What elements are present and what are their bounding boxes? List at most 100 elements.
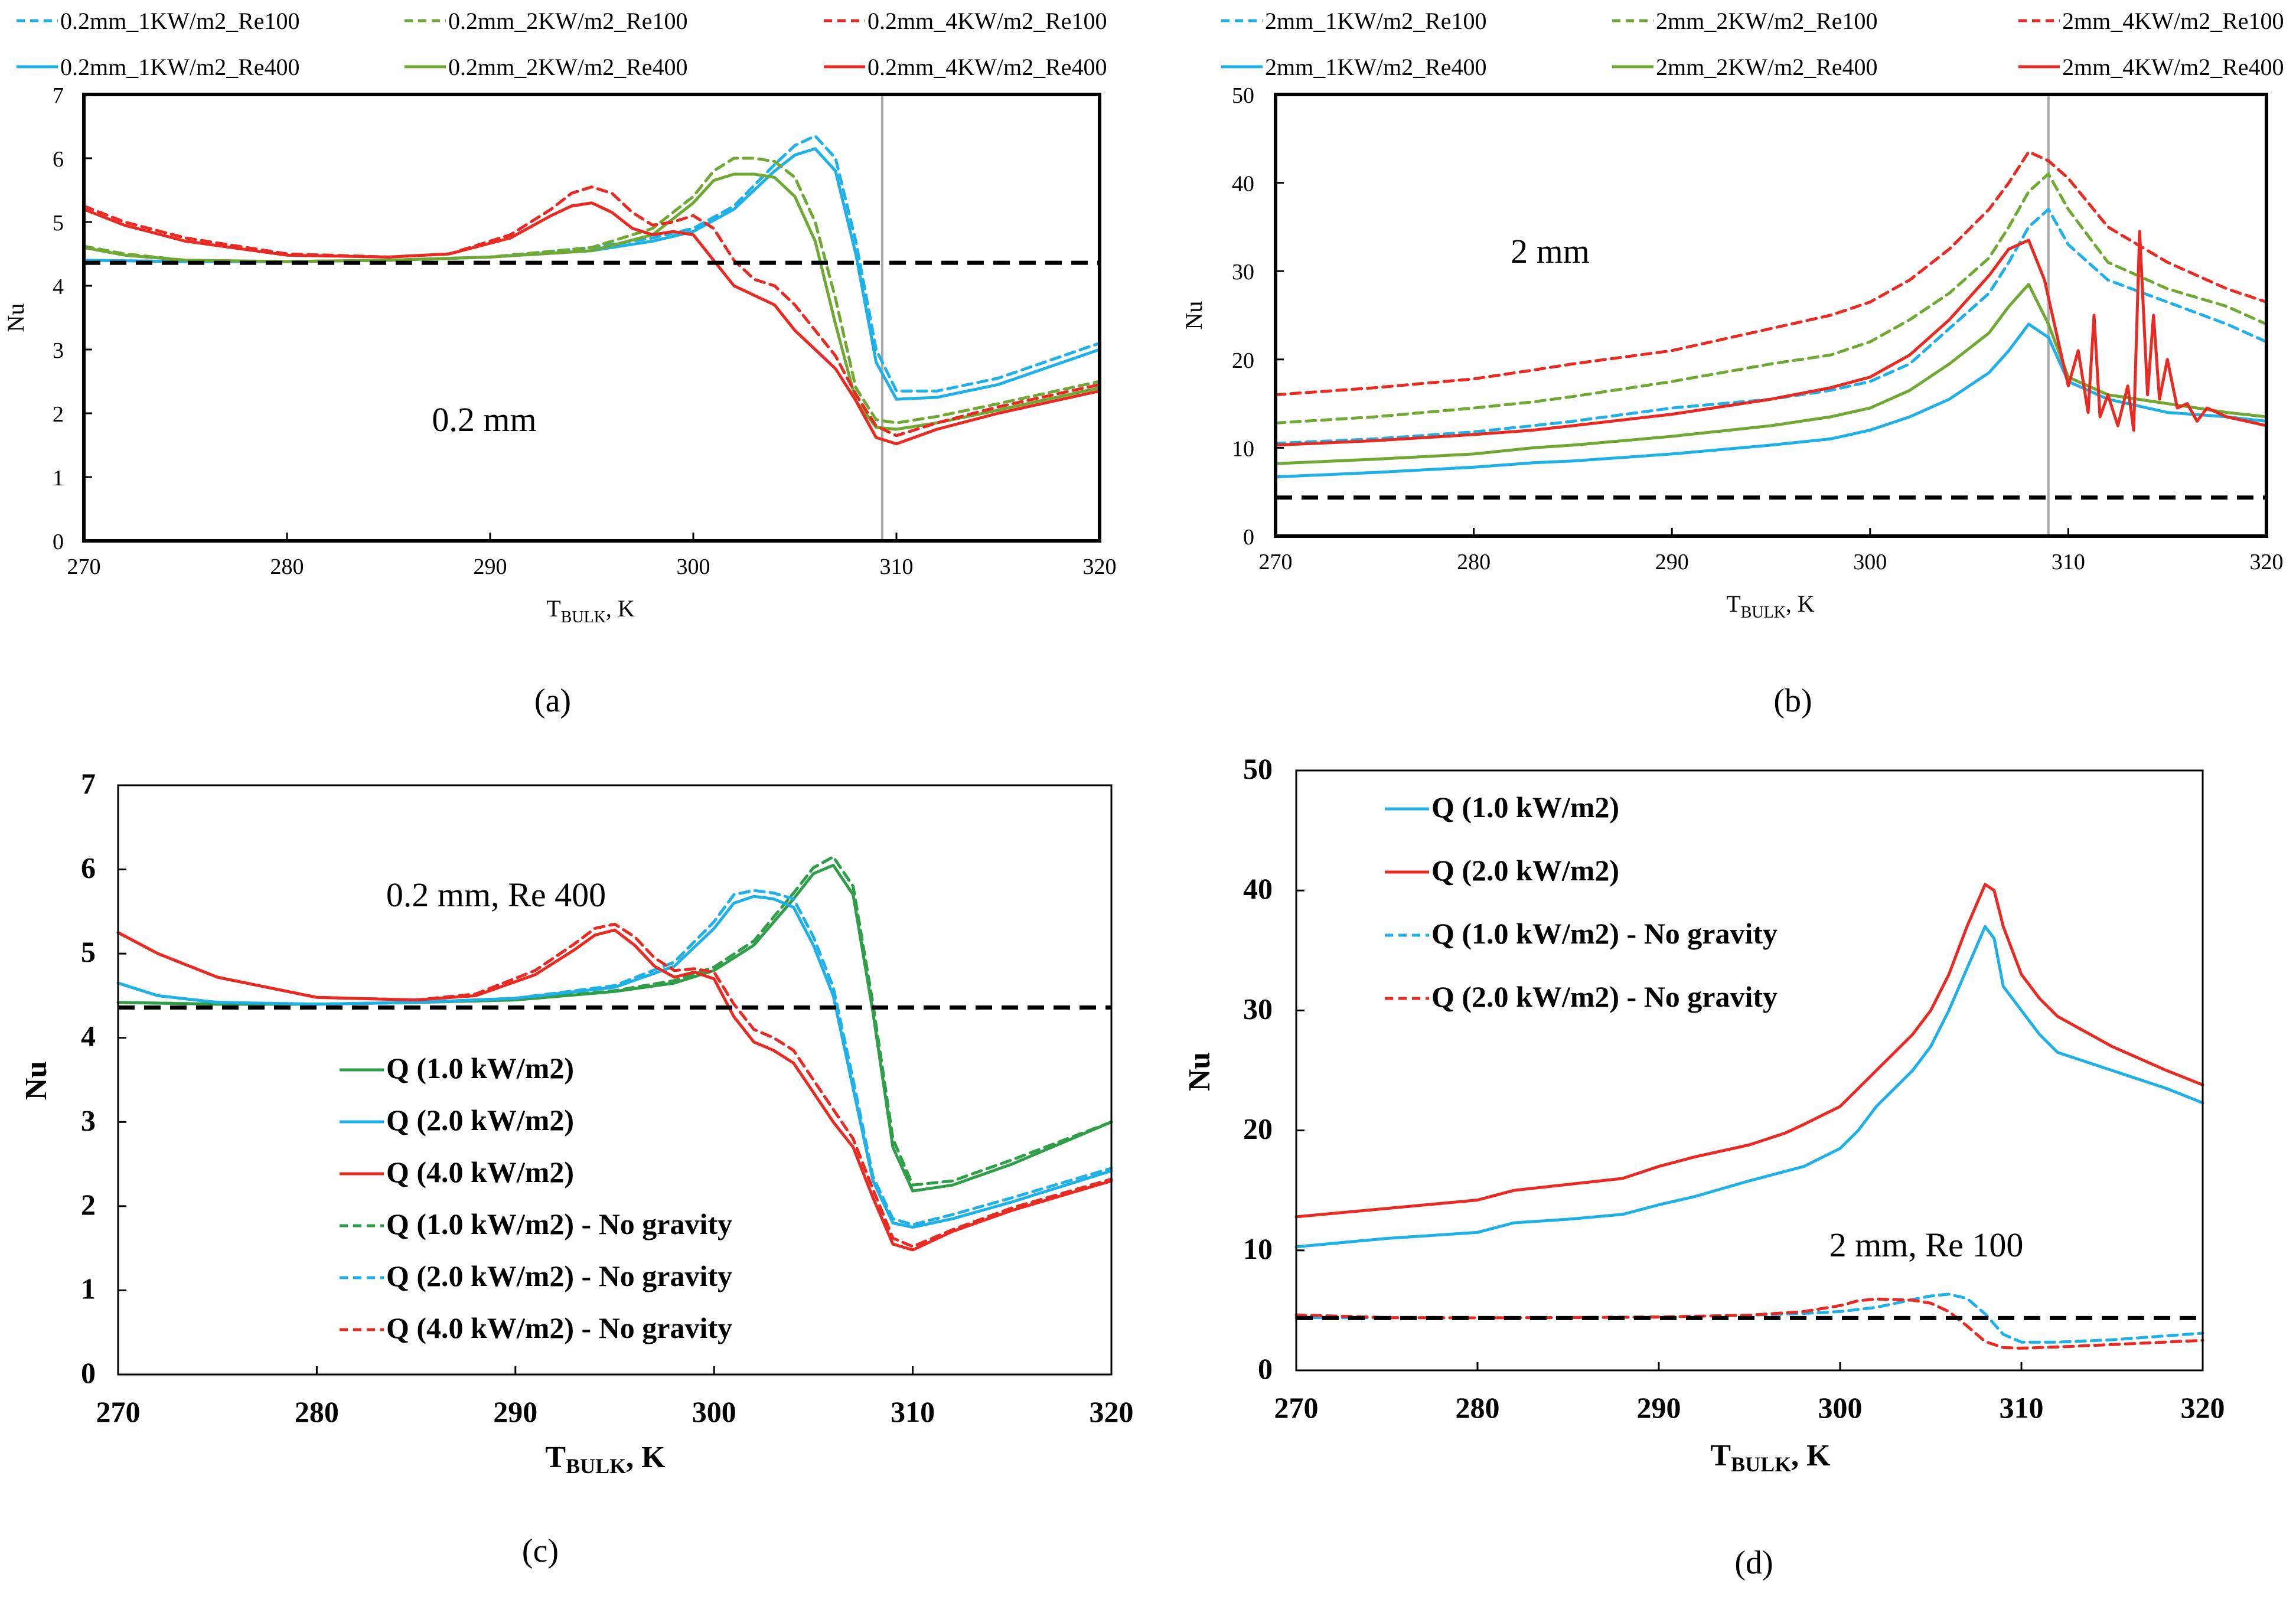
y-tick-label: 7 <box>81 767 96 800</box>
series-line-a-3 <box>82 172 1101 431</box>
panel-c: 0 1 2 3 4 5 6 7 270 280 290 300 310 320 TBULK, K Nu 0.2 … <box>19 767 1134 1569</box>
x-tick-label: 300 <box>1853 550 1887 574</box>
legend-label: 2mm_1KW/m2_Re400 <box>1265 54 1487 80</box>
y-tick-label: 0 <box>81 1356 96 1389</box>
x-axis-label-main: T <box>546 595 560 622</box>
x-tick-label: 290 <box>1655 550 1689 574</box>
y-tick-label: 0 <box>1243 525 1254 550</box>
legend-label: Q (1.0 kW/m2) - No gravity <box>1431 917 1778 950</box>
y-tick-label: 3 <box>53 338 64 363</box>
y-tick-label: 30 <box>1243 992 1273 1025</box>
x-tick-label: 290 <box>474 554 507 579</box>
y-tick-label: 10 <box>1243 1232 1273 1265</box>
x-axis-label-tail: , K <box>1791 1439 1831 1473</box>
y-tick-label: 0 <box>53 530 64 554</box>
panel-caption: (c) <box>522 1533 559 1569</box>
x-axis-label-sub: BULK <box>561 608 606 626</box>
x-axis-label-tail: , K <box>1786 590 1815 617</box>
y-tick-label: 50 <box>1243 752 1273 785</box>
legend-label: 2mm_4KW/m2_Re400 <box>2062 54 2284 80</box>
panel-caption: (d) <box>1734 1545 1773 1581</box>
series-line-a-2 <box>82 156 1101 425</box>
x-tick-label: 280 <box>1456 1391 1500 1424</box>
series-line-a-0 <box>82 134 1101 393</box>
legend-label: 0.2mm_1KW/m2_Re100 <box>60 8 300 34</box>
legend: 0.2mm_1KW/m2_Re100 0.2mm_2KW/m2_Re100 0.2m… <box>17 8 1107 80</box>
series-line-b-2 <box>1274 172 2268 425</box>
legend-label: Q (2.0 kW/m2) <box>386 1104 574 1137</box>
legend-label: Q (1.0 kW/m2) <box>386 1052 574 1085</box>
panel-d: 0 10 20 30 40 50 270 280 290 300 310 320 TBULK, K Nu 2… <box>1183 752 2225 1581</box>
x-tick-label: 320 <box>1090 1395 1134 1428</box>
y-axis-label: Nu <box>1180 301 1207 330</box>
panel-b: 0 10 20 30 40 50 270 280 290 300 310 320 TBULK, K Nu 2… <box>1180 8 2284 719</box>
x-axis-label: TBULK, K <box>546 595 635 626</box>
panel-a: 0 1 2 3 4 5 6 7 270 280 290 300 310 320 TBULK, K Nu 0.2 … <box>2 8 1117 719</box>
y-tick-label: 20 <box>1232 348 1254 373</box>
x-tick-label: 290 <box>493 1395 537 1428</box>
panel-annotation: 2 mm, Re 100 <box>1829 1226 2024 1264</box>
legend-label: 0.2mm_2KW/m2_Re400 <box>448 54 688 80</box>
x-axis-label-sub: BULK <box>566 1454 626 1478</box>
x-tick-label: 310 <box>880 554 914 579</box>
y-tick-label: 10 <box>1232 436 1254 461</box>
legend-label: 2mm_2KW/m2_Re400 <box>1656 54 1878 80</box>
panel-annotation: 2 mm <box>1511 232 1590 270</box>
plot-frame <box>1295 769 2204 1372</box>
x-axis-label: TBULK, K <box>1726 590 1815 622</box>
series-line-c-3 <box>116 889 1113 1226</box>
x-tick-label: 270 <box>67 554 101 579</box>
legend-label: 2mm_4KW/m2_Re100 <box>2062 8 2284 34</box>
y-tick-label: 1 <box>81 1272 96 1305</box>
x-axis-label: TBULK, K <box>545 1441 666 1478</box>
y-axis-label: Nu <box>1183 1052 1217 1091</box>
series-line-c-0 <box>116 863 1113 1193</box>
x-axis-label-sub: BULK <box>1731 1452 1791 1476</box>
legend-label: Q (2.0 kW/m2) <box>1431 854 1619 887</box>
x-tick-label: 270 <box>1274 1391 1319 1424</box>
series-line-d-1 <box>1294 883 2204 1219</box>
x-axis-label-tail: , K <box>606 595 635 622</box>
y-tick-label: 50 <box>1232 83 1254 108</box>
y-tick-label: 40 <box>1243 872 1273 905</box>
legend-label: Q (4.0 kW/m2) - No gravity <box>386 1311 732 1344</box>
y-tick-label: 40 <box>1232 172 1254 197</box>
panel-annotation: 0.2 mm, Re 400 <box>386 876 606 914</box>
legend-label: Q (2.0 kW/m2) - No gravity <box>1431 980 1778 1013</box>
panel-caption: (a) <box>534 683 571 719</box>
y-tick-label: 5 <box>53 211 64 236</box>
legend-label: 2mm_2KW/m2_Re100 <box>1656 8 1878 34</box>
series-line-b-4 <box>1274 150 2268 397</box>
x-tick-label: 310 <box>891 1395 935 1428</box>
y-tick-label: 20 <box>1243 1112 1273 1145</box>
x-tick-label: 310 <box>2000 1391 2044 1424</box>
series-line-c-4 <box>116 928 1113 1252</box>
x-tick-label: 300 <box>692 1395 736 1428</box>
x-tick-label: 280 <box>1457 550 1491 574</box>
y-tick-label: 30 <box>1232 260 1254 285</box>
x-tick-label: 270 <box>1259 550 1293 574</box>
y-tick-label: 4 <box>81 1020 96 1053</box>
legend-label: 0.2mm_4KW/m2_Re100 <box>867 8 1107 34</box>
x-tick-label: 270 <box>96 1395 141 1428</box>
x-axis-label-tail: , K <box>626 1441 666 1474</box>
plot-frame <box>117 784 1113 1376</box>
legend: Q (1.0 kW/m2) Q (2.0 kW/m2) Q (4.0 kW/m2) Q… <box>340 1052 732 1344</box>
y-tick-label: 1 <box>53 466 64 491</box>
series-line-a-4 <box>82 185 1101 438</box>
legend-label: 2mm_1KW/m2_Re100 <box>1265 8 1487 34</box>
x-axis-label-main: T <box>545 1441 566 1474</box>
x-axis-label: TBULK, K <box>1710 1439 1831 1476</box>
legend-label: Q (4.0 kW/m2) <box>386 1155 574 1189</box>
series-line-b-1 <box>1274 322 2268 479</box>
panel-annotation: 0.2 mm <box>432 400 536 439</box>
y-axis-label: Nu <box>2 303 29 332</box>
x-axis-label-sub: BULK <box>1741 603 1786 622</box>
plot-frame <box>1274 93 2268 538</box>
x-tick-label: 300 <box>1818 1391 1863 1424</box>
y-tick-label: 7 <box>53 83 64 108</box>
legend-label: 0.2mm_4KW/m2_Re400 <box>867 54 1107 80</box>
series-line-c-1 <box>116 855 1113 1187</box>
series-line-a-5 <box>82 201 1101 446</box>
x-tick-label: 290 <box>1637 1391 1681 1424</box>
